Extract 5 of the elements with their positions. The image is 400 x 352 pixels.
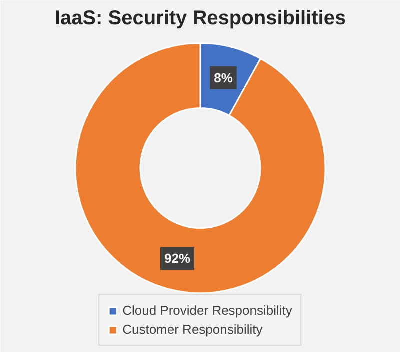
chart-title: IaaS: Security Responsibilities — [54, 8, 346, 30]
legend-label: Cloud Provider Responsibility — [122, 303, 292, 318]
legend-label: Customer Responsibility — [122, 322, 263, 337]
data-label: 92% — [164, 251, 191, 266]
data-label: 8% — [214, 70, 234, 86]
